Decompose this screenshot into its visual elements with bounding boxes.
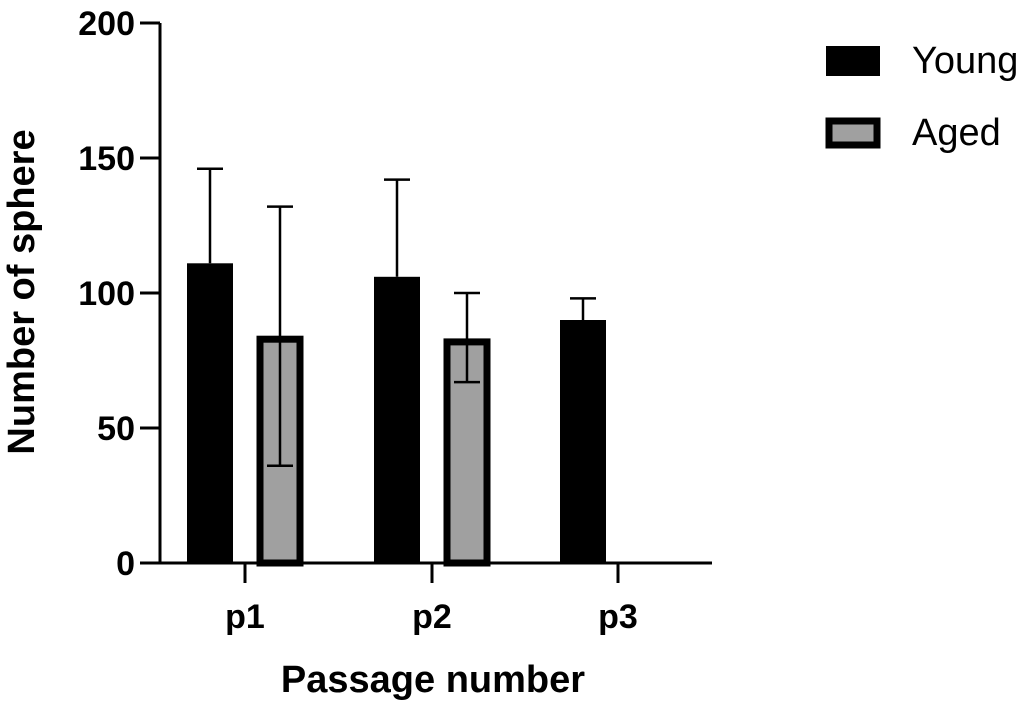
y-tick-label: 150 [78, 140, 135, 178]
bar-young-p2 [374, 276, 420, 563]
legend-label-aged: Aged [912, 112, 1001, 154]
legend: Young Aged [825, 40, 1018, 154]
legend-swatch-young [826, 46, 880, 76]
x-tick-label: p1 [225, 598, 265, 636]
legend-swatch-aged [825, 117, 881, 149]
y-axis-title: Number of sphere [1, 129, 43, 454]
plot-area [187, 167, 606, 567]
x-tick-label: p3 [598, 598, 638, 636]
axes: 0 50 100 150 200 p1 p2 p3 [78, 5, 712, 636]
bar-young-p3 [560, 320, 606, 563]
y-tick-label: 100 [78, 275, 135, 313]
y-tick-label: 0 [116, 545, 135, 583]
x-axis-title: Passage number [281, 659, 585, 701]
legend-label-young: Young [912, 40, 1018, 82]
bar-young-p1 [187, 263, 233, 563]
y-tick-label: 200 [78, 5, 135, 43]
y-tick-label: 50 [97, 410, 135, 448]
x-tick-label: p2 [412, 598, 452, 636]
